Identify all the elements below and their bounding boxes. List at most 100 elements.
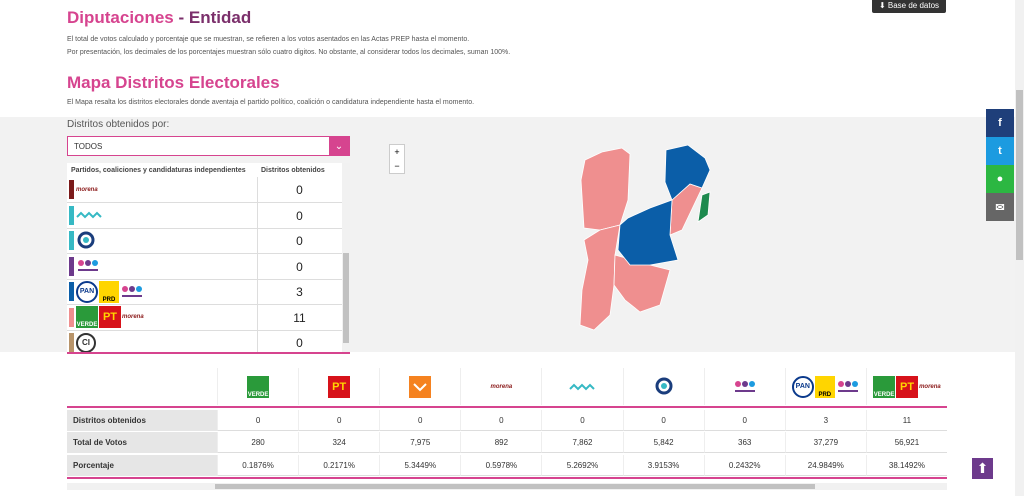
table-row: PAN PRD 3 bbox=[67, 279, 342, 305]
district-map bbox=[579, 144, 711, 331]
table-cell: 37,279 bbox=[784, 432, 866, 454]
filter-select[interactable]: TODOS ⌄ bbox=[67, 136, 350, 156]
section-title: Mapa Distritos Electorales bbox=[67, 73, 280, 92]
district-count: 0 bbox=[296, 208, 303, 223]
party-color bbox=[69, 307, 74, 327]
dropdown-arrow: ⌄ bbox=[329, 137, 349, 155]
column-logo: VERDE PT morena bbox=[865, 368, 948, 405]
logo-mas bbox=[76, 211, 102, 219]
scrollbar bbox=[342, 163, 350, 352]
bottom-rule bbox=[67, 477, 947, 479]
table-cell: 5,842 bbox=[622, 432, 704, 454]
party-logo: PAN PRD bbox=[76, 280, 145, 303]
district-count: 0 bbox=[296, 259, 303, 274]
table-cell: 363 bbox=[703, 432, 785, 454]
table-row: morena 0 bbox=[67, 177, 342, 203]
table-cell: 3.9153% bbox=[622, 454, 704, 476]
table-row: VERDE PT morena 11 bbox=[67, 304, 342, 331]
column-logo bbox=[703, 368, 786, 405]
logo-text: VERDE bbox=[247, 375, 270, 398]
district bbox=[613, 254, 671, 313]
logo-text: morena bbox=[76, 186, 98, 193]
row-label: Total de Votos bbox=[67, 432, 217, 454]
row-divider bbox=[257, 253, 258, 279]
logo-text: PT bbox=[99, 306, 121, 328]
party-color bbox=[69, 256, 74, 276]
table-cell: 7,862 bbox=[541, 432, 623, 454]
table-cell: 24.9849% bbox=[784, 454, 866, 476]
row-divider bbox=[257, 202, 258, 228]
table-cell: 0.5978% bbox=[460, 454, 542, 476]
note: El total de votos calculado y porcentaje… bbox=[67, 36, 470, 43]
table-cell: 0 bbox=[541, 410, 623, 431]
district bbox=[579, 224, 621, 331]
district-count: 0 bbox=[296, 234, 303, 248]
zoom-out[interactable]: − bbox=[394, 161, 400, 171]
district-count: 0 bbox=[296, 336, 303, 350]
share-facebook[interactable]: f bbox=[986, 109, 1014, 137]
party-color bbox=[69, 231, 74, 250]
table-row: 0 bbox=[67, 228, 342, 254]
row-label: Distritos obtenidos bbox=[67, 410, 217, 431]
zoom-in[interactable]: + bbox=[394, 147, 400, 157]
title-suffix: - Entidad bbox=[178, 8, 252, 27]
party-color bbox=[69, 180, 74, 199]
note: Por presentación, los decimales de los p… bbox=[67, 49, 511, 56]
logo-mov bbox=[836, 379, 860, 395]
zoom-control: + − bbox=[389, 144, 405, 174]
table-cell: 324 bbox=[298, 432, 380, 454]
table-row: 0 bbox=[67, 253, 342, 280]
logo-text: CI bbox=[76, 332, 96, 352]
logo-text: morena bbox=[490, 383, 513, 390]
column-header: Partidos, coaliciones y candidaturas ind… bbox=[71, 167, 246, 174]
table-cell: 0 bbox=[217, 410, 299, 431]
share-twitter[interactable]: t bbox=[986, 137, 1014, 165]
district bbox=[697, 191, 711, 223]
page-scrollbar bbox=[1015, 0, 1024, 496]
table-cell: 0 bbox=[703, 410, 785, 431]
district bbox=[617, 199, 679, 266]
logo-mov bbox=[120, 284, 144, 300]
table-cell: 0 bbox=[298, 410, 380, 431]
table-cell: 0 bbox=[460, 410, 542, 431]
table-cell: 5.2692% bbox=[541, 454, 623, 476]
district-count: 11 bbox=[293, 310, 306, 325]
download-button[interactable]: ⬇ Base de datos bbox=[872, 0, 946, 13]
column-logo: morena bbox=[460, 368, 542, 405]
district bbox=[580, 147, 631, 231]
logo-text: VERDE bbox=[76, 306, 98, 328]
scroll-top[interactable]: ⬆ bbox=[972, 458, 993, 479]
party-logo bbox=[76, 204, 103, 227]
table-cell: 5.3449% bbox=[379, 454, 461, 476]
table-row: CI 0 bbox=[67, 330, 342, 352]
logo-mov bbox=[733, 379, 757, 395]
table-cell: 0.2171% bbox=[298, 454, 380, 476]
table-cell: 7,975 bbox=[379, 432, 461, 454]
district-count: 3 bbox=[296, 285, 303, 299]
table-cell: 3 bbox=[784, 410, 866, 431]
party-color bbox=[69, 282, 74, 301]
party-color bbox=[69, 205, 74, 225]
note: El Mapa resalta los distritos electorale… bbox=[67, 99, 475, 106]
title: Diputaciones bbox=[67, 8, 174, 27]
logo-text: PT bbox=[896, 375, 919, 398]
share-whatsapp[interactable]: ● bbox=[986, 165, 1014, 193]
row-divider bbox=[257, 279, 258, 304]
logo-text: PT bbox=[328, 375, 351, 398]
column-logo: PT bbox=[298, 368, 380, 405]
column-header: Distritos obtenidos bbox=[261, 167, 325, 174]
h-scrollbar bbox=[67, 483, 947, 490]
district bbox=[664, 144, 711, 201]
download-label: Base de datos bbox=[887, 1, 940, 10]
logo-text: PRD bbox=[814, 375, 835, 398]
table-cell: 11 bbox=[865, 410, 947, 431]
share-email[interactable]: ✉ bbox=[986, 193, 1014, 221]
table-cell: 892 bbox=[460, 432, 542, 454]
logo-mc bbox=[409, 375, 432, 398]
header-rule bbox=[67, 406, 947, 408]
party-logo: VERDE PT morena bbox=[76, 306, 145, 329]
logo-text: VERDE bbox=[873, 375, 896, 398]
table-row: 0 bbox=[67, 202, 342, 229]
table-cell: 56,921 bbox=[865, 432, 947, 454]
